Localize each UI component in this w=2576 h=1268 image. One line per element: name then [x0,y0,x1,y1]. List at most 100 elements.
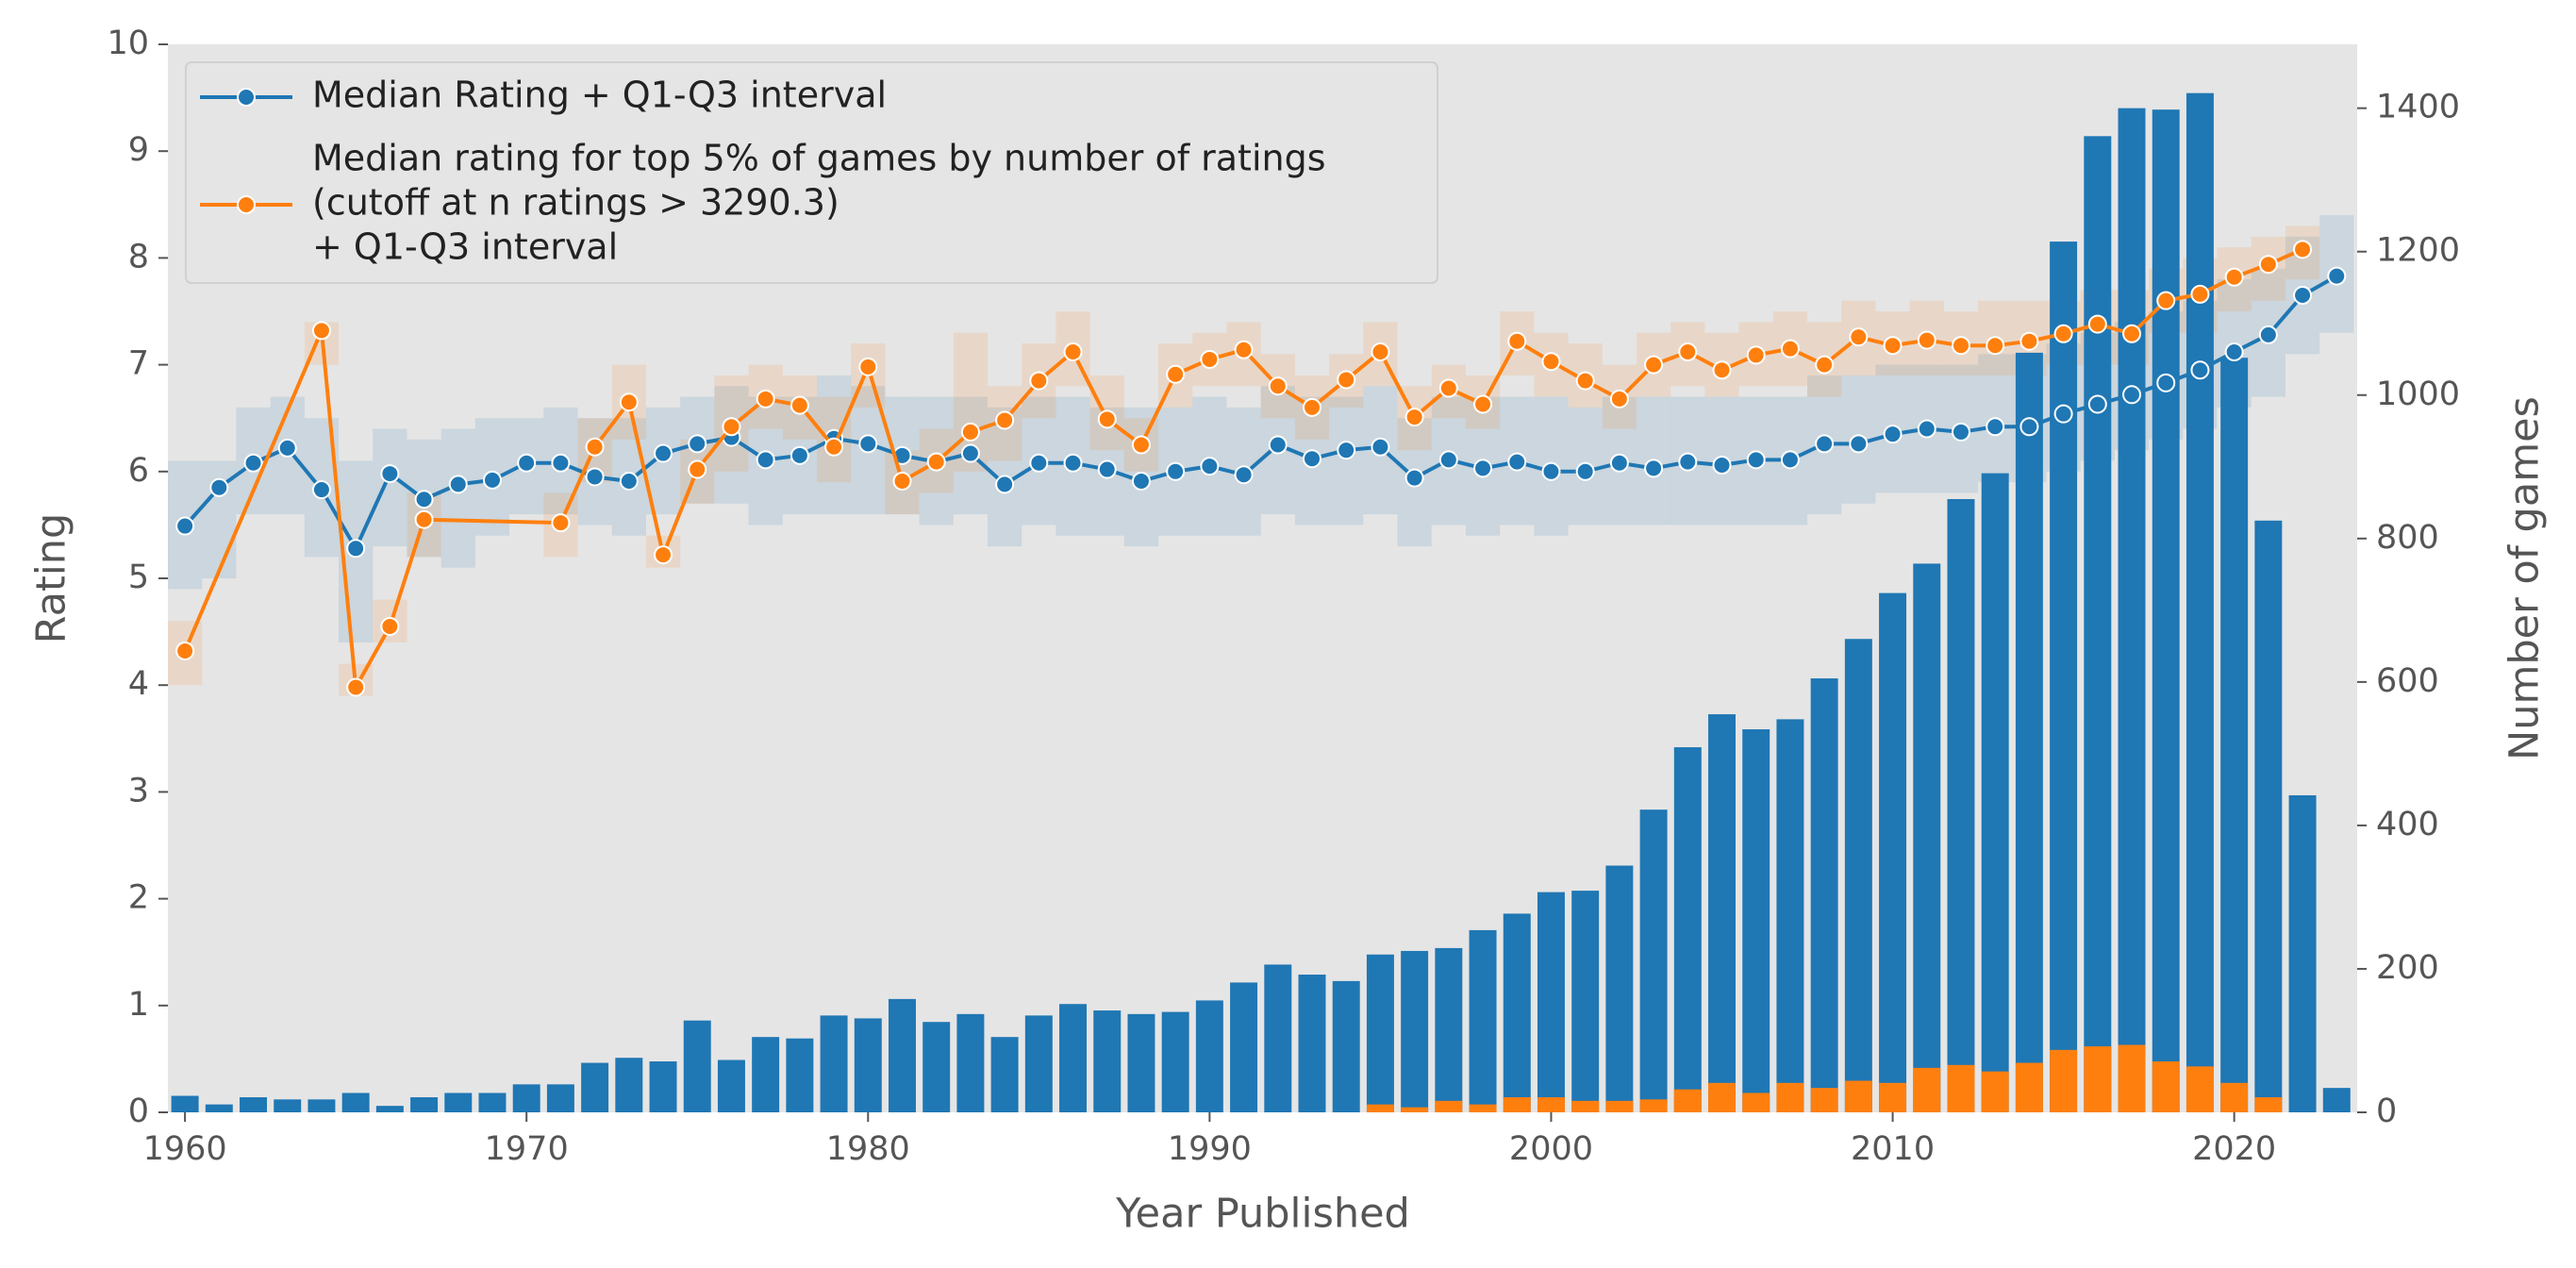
marker [1917,419,1936,439]
bar [307,1099,336,1112]
y2-tick-label: 0 [2376,1093,2397,1130]
bar [2015,1062,2043,1112]
marker [2258,255,2278,275]
marker [1746,450,1766,470]
y-tick-label: 7 [128,345,149,383]
marker [2293,286,2313,306]
marker [654,545,673,565]
bar [1947,498,1975,1112]
bar [581,1062,609,1112]
marker [2258,325,2278,344]
bar [1879,1082,1907,1112]
marker [1097,459,1117,479]
bar [171,1095,199,1112]
bar [274,1099,302,1112]
marker [789,445,809,465]
marker [1507,331,1527,351]
bar [1332,980,1360,1112]
marker [2224,267,2244,287]
marker [2087,394,2107,414]
y2-tick-label: 1400 [2376,89,2460,126]
marker [1029,371,1049,391]
bar [1093,1010,1122,1112]
bar [2185,92,2214,1113]
bar [1571,891,1600,1112]
marker [1678,452,1698,472]
marker [1473,394,1493,414]
bar [1435,947,1463,1112]
legend-label: + Q1-Q3 interval [312,226,618,268]
bar [1059,1004,1088,1112]
y-tick-label: 3 [128,772,149,809]
bar [410,1097,439,1112]
marker [1883,336,1903,356]
legend-marker [237,88,256,107]
bar [1810,1088,1838,1112]
marker [1951,422,1970,442]
marker [1438,378,1458,398]
bar [1673,747,1702,1112]
marker [243,453,263,473]
marker [2156,373,2176,392]
axes: 1960 1970 1980 1990 2000 2010 2020012345678910… [107,25,2460,1168]
bar [1605,865,1634,1112]
marker [789,395,809,415]
y2-tick-label: 600 [2376,662,2439,700]
bar [2185,1066,2214,1112]
bar [444,1093,473,1112]
bar [2220,1082,2249,1112]
bar [1913,563,1941,1112]
marker [585,467,605,487]
bar [786,1038,814,1112]
bar [375,1106,404,1112]
bar [1947,1064,1975,1112]
marker [1131,471,1151,491]
legend-box [185,61,1438,284]
marker [380,616,400,636]
legend-marker [237,195,256,214]
marker [1337,370,1356,390]
marker [517,453,537,473]
marker [1644,355,1664,375]
bar [1776,1082,1804,1112]
bar [1537,1097,1565,1112]
marker [2156,291,2176,310]
marker [1166,364,1186,384]
marker [1029,453,1049,473]
bar [1161,1011,1189,1112]
bar [205,1104,233,1112]
marker [1712,456,1732,476]
marker [1849,434,1869,454]
marker [1712,360,1732,380]
bar [2254,1097,2283,1112]
y-tick-label: 4 [128,665,149,703]
y2-tick-label: 800 [2376,519,2439,557]
marker [1780,450,1800,470]
marker [1404,468,1424,488]
bar [1401,1107,1429,1112]
marker [414,490,434,509]
marker [1678,342,1698,362]
y2-tick-label: 1200 [2376,232,2460,270]
marker [995,410,1015,430]
marker [175,516,195,536]
bar [615,1058,643,1112]
marker [551,453,571,473]
marker [1507,452,1527,472]
marker [1644,459,1664,478]
marker [1404,408,1424,427]
marker [1166,461,1186,481]
marker [448,475,468,494]
bar [1264,964,1292,1112]
marker [2122,324,2142,343]
marker [2190,284,2210,304]
marker [482,470,502,490]
bar [1605,1100,1634,1112]
bar [1673,1089,1702,1112]
marker [1815,434,1835,454]
marker [1131,435,1151,455]
marker [1986,336,2005,356]
interval-band [373,428,407,547]
marker [380,464,400,484]
